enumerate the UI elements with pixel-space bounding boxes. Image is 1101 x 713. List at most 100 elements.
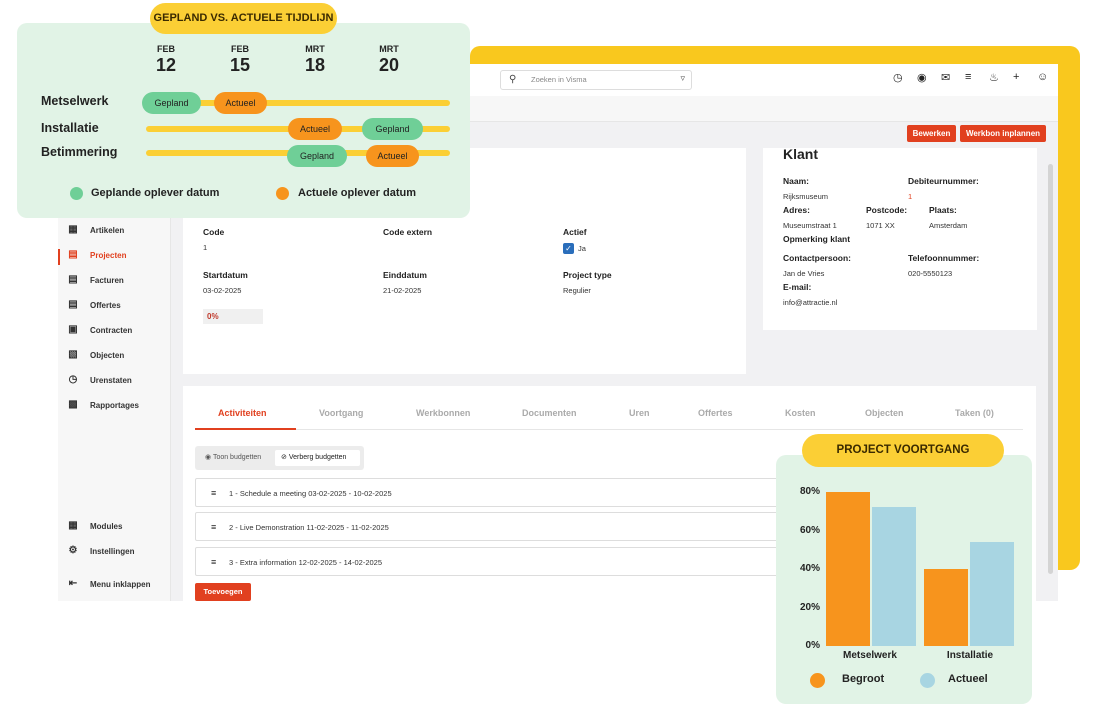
tab-divider	[195, 429, 1023, 430]
checklist-icon[interactable]: ≡	[965, 71, 972, 83]
sidebar-item-modules[interactable]: ▦ Modules	[66, 520, 166, 536]
add-button[interactable]: Toevoegen	[195, 583, 251, 601]
opmerking-label: Opmerking klant	[783, 234, 851, 244]
client-title: Klant	[783, 146, 818, 162]
clock-icon[interactable]: ◷	[893, 72, 903, 84]
actueel-legend-label: Actueel	[948, 673, 988, 685]
scrollbar[interactable]	[1048, 164, 1053, 574]
building-icon: ▧	[68, 349, 78, 360]
tab-documenten[interactable]: Documenten	[522, 408, 577, 418]
eye-slash-icon: ⊘	[281, 454, 287, 461]
tab-offertes[interactable]: Offertes	[698, 408, 733, 418]
actief-label: Actief	[563, 227, 587, 237]
filter-icon[interactable]: ▿	[680, 73, 685, 83]
timeline-row-label: Metselwerk	[41, 94, 109, 108]
show-budgets-button[interactable]: ◉ Toon budgetten	[205, 454, 262, 461]
date-day: 12	[155, 55, 177, 75]
eye-icon[interactable]: ◉	[917, 72, 927, 84]
plaats-value: Amsterdam	[929, 221, 968, 230]
tab-uren[interactable]: Uren	[629, 408, 650, 418]
tab-voortgang[interactable]: Voortgang	[319, 408, 364, 418]
tab-active-underline	[195, 428, 296, 430]
timeline-row-label: Installatie	[41, 121, 99, 135]
top-icons: ◷ ◉ ✉ ≡ ♨ + ☺	[891, 71, 1051, 89]
postcode-value: 1071 XX	[866, 221, 895, 230]
sidebar-item-rapportages[interactable]: ▩ Rapportages	[66, 399, 166, 415]
email-label: E-mail:	[783, 282, 812, 292]
plus-icon[interactable]: +	[1013, 71, 1020, 83]
bell-icon[interactable]: ♨	[989, 72, 999, 84]
settings-icon: ⚙	[68, 545, 78, 556]
planned-legend-dot	[70, 187, 83, 200]
bar-begroot-metselwerk	[826, 492, 870, 646]
date-month: FEB	[231, 44, 249, 54]
startdatum-label: Startdatum	[203, 270, 248, 280]
date-day: 20	[378, 55, 400, 75]
naam-value: Rijksmuseum	[783, 192, 829, 201]
date-day: 15	[229, 55, 251, 75]
date-month: MRT	[305, 44, 325, 54]
begroot-legend-label: Begroot	[842, 673, 885, 685]
search-input[interactable]: ⚲ Zoeken in Visma ▿	[500, 70, 692, 90]
budget-toggle: ◉ Toon budgetten ⊘ Verberg budgetten	[195, 446, 364, 470]
invoice-icon: ▤	[68, 274, 78, 285]
project-type-value: Regulier	[563, 286, 591, 295]
sidebar-item-menu-inklappen[interactable]: ⇤ Menu inklappen	[66, 578, 166, 594]
date-day: 18	[304, 55, 326, 75]
search-icon: ⚲	[509, 74, 517, 85]
tab-kosten[interactable]: Kosten	[785, 408, 816, 418]
client-card	[763, 148, 1037, 330]
edit-button[interactable]: Bewerken	[907, 125, 956, 142]
tab-objecten[interactable]: Objecten	[865, 408, 904, 418]
briefcase-icon: ▤	[68, 249, 78, 260]
drag-handle-icon[interactable]: ≡	[211, 488, 217, 498]
sidebar-item-urenstaten[interactable]: ◷ Urenstaten	[66, 374, 166, 390]
user-icon[interactable]: ☺	[1037, 71, 1049, 83]
einddatum-value: 21-02-2025	[383, 286, 422, 295]
actief-checkbox[interactable]: ✓	[563, 243, 574, 254]
drag-handle-icon[interactable]: ≡	[211, 522, 217, 532]
actual-legend-label: Actuele oplever datum	[298, 187, 416, 199]
sidebar-item-facturen[interactable]: ▤ Facturen	[66, 274, 166, 290]
telefoon-label: Telefoonnummer:	[908, 253, 980, 263]
sidebar-item-offertes[interactable]: ▤ Offertes	[66, 299, 166, 315]
sidebar: ▦ Artikelen ▤ Projecten ▤ Facturen ▤ Off…	[58, 214, 171, 601]
timeline-row-label: Betimmering	[41, 145, 118, 159]
tab-activiteiten[interactable]: Activiteiten	[218, 408, 267, 418]
y-tick-label: 0%	[805, 640, 820, 651]
activity-row[interactable]: ≡ 1 - Schedule a meeting 03-02-2025 - 10…	[195, 478, 795, 507]
tab-taken[interactable]: Taken (0)	[955, 408, 994, 418]
adres-label: Adres:	[783, 205, 810, 215]
inbox-icon[interactable]: ✉	[941, 72, 951, 84]
timeline-track	[146, 100, 450, 106]
date-month: MRT	[379, 44, 399, 54]
plaats-label: Plaats:	[929, 205, 957, 215]
activity-row[interactable]: ≡ 3 - Extra information 12-02-2025 - 14-…	[195, 547, 795, 576]
plan-workorder-button[interactable]: Werkbon inplannen	[960, 125, 1046, 142]
y-tick-label: 20%	[799, 602, 820, 613]
activity-row[interactable]: ≡ 2 - Live Demonstration 11-02-2025 - 11…	[195, 512, 795, 541]
planned-pill: Gepland	[362, 118, 423, 140]
actief-value: Ja	[578, 244, 586, 253]
sidebar-item-instellingen[interactable]: ⚙ Instellingen	[66, 545, 166, 561]
actual-pill: Actueel	[288, 118, 342, 140]
sidebar-item-objecten[interactable]: ▧ Objecten	[66, 349, 166, 365]
sidebar-item-contracten[interactable]: ▣ Contracten	[66, 324, 166, 340]
y-tick-label: 80%	[799, 486, 820, 497]
code-label: Code	[203, 227, 225, 237]
tab-werkbonnen[interactable]: Werkbonnen	[416, 408, 471, 418]
debiteur-value[interactable]: 1	[908, 192, 913, 201]
hide-budgets-button[interactable]: ⊘ Verberg budgetten	[275, 450, 360, 466]
sidebar-item-artikelen[interactable]: ▦ Artikelen	[66, 224, 166, 240]
adres-value: Museumstraat 1	[783, 221, 837, 230]
chart-icon: ▩	[68, 399, 78, 410]
project-type-label: Project type	[563, 270, 612, 280]
planned-pill: Gepland	[142, 92, 201, 114]
drag-handle-icon[interactable]: ≡	[211, 557, 217, 567]
x-category-label: Installatie	[946, 650, 994, 661]
modules-icon: ▦	[68, 520, 78, 531]
timeline-title: GEPLAND VS. ACTUELE TIJDLIJN	[150, 3, 337, 34]
sidebar-item-projecten[interactable]: ▤ Projecten	[66, 249, 166, 265]
boxes-icon: ▦	[68, 224, 78, 235]
actual-legend-dot	[276, 187, 289, 200]
